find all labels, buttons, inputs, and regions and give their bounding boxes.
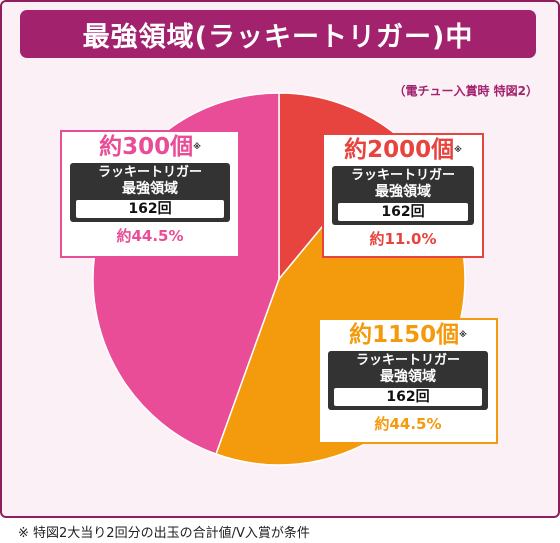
mode-line2: 最強領域 [122,181,178,197]
callout-slice-2000: 約2000個※ ラッキートリガー 最強領域 162回 約11.0% [322,133,484,258]
slice-label: 約2000個 [344,137,455,163]
note-mark: ※ [459,330,467,339]
chart-title: 最強領域(ラッキートリガー)中 [20,10,536,58]
mode-box: ラッキートリガー 最強領域 162回 [70,163,230,222]
mode-line2: 最強領域 [380,369,436,385]
percent-label: 約11.0% [369,230,437,248]
slice-label: 約300個 [99,134,194,160]
mode-line1: ラッキートリガー [350,168,455,183]
count-value: 162回 [334,388,482,406]
mode-line1: ラッキートリガー [97,165,202,180]
mode-line2: 最強領域 [375,184,431,200]
callout-slice-1150: 約1150個※ ラッキートリガー 最強領域 162回 約44.5% [318,318,498,444]
note-mark: ※ [193,142,201,151]
mode-box: ラッキートリガー 最強領域 162回 [328,351,488,410]
chart-subtitle: （電チュー入賞時 特図2） [393,84,538,98]
count-value: 162回 [338,203,468,221]
count-value: 162回 [76,200,224,218]
percent-label: 約44.5% [116,227,184,245]
callout-slice-300: 約300個※ ラッキートリガー 最強領域 162回 約44.5% [60,130,240,258]
mode-line1: ラッキートリガー [355,353,460,368]
footnote: ※ 特図2大当り2回分の出玉の合計値/V入賞が条件 [18,526,310,541]
slice-label: 約1150個 [349,322,460,348]
mode-box: ラッキートリガー 最強領域 162回 [332,166,474,225]
note-mark: ※ [454,145,462,154]
percent-label: 約44.5% [374,415,442,433]
